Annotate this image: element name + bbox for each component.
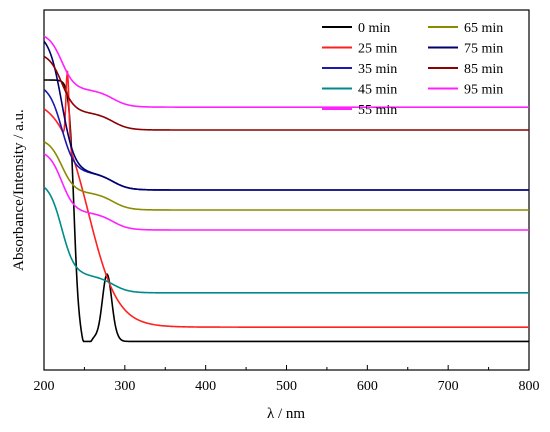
legend: 0 min 25 min 35 min 45 min 55 min 65 min 75 mi… — [322, 21, 503, 118]
legend-label: 35 min — [358, 62, 397, 77]
series-line — [43, 186, 529, 294]
x-axis-label: λ / nm — [267, 406, 305, 422]
legend-label: 75 min — [464, 42, 503, 57]
series-line — [43, 141, 529, 211]
series-line — [43, 153, 529, 231]
legend-label: 85 min — [464, 62, 503, 77]
x-tick-label: 500 — [276, 379, 297, 394]
series-line — [43, 55, 529, 131]
legend-label: 65 min — [464, 21, 503, 36]
x-tick-label: 200 — [34, 379, 55, 394]
legend-label: 55 min — [358, 103, 397, 118]
series-line — [44, 79, 529, 343]
legend-label: 45 min — [358, 83, 397, 98]
x-tick-label: 700 — [438, 379, 459, 394]
series-line — [43, 40, 529, 191]
series-line — [43, 70, 529, 328]
legend-label: 0 min — [358, 21, 390, 36]
legend-label: 95 min — [464, 83, 503, 98]
series-line — [43, 88, 529, 191]
curves-group — [43, 35, 529, 343]
y-axis-label: Absorbance/Intensity / a.u. — [11, 109, 27, 271]
x-tick-label: 800 — [519, 379, 540, 394]
x-tick-label: 400 — [195, 379, 216, 394]
x-axis-ticks: 200 300 400 500 600 700 800 — [34, 365, 540, 394]
x-tick-label: 300 — [114, 379, 135, 394]
x-tick-label: 600 — [357, 379, 378, 394]
series-line — [43, 35, 529, 108]
legend-label: 25 min — [358, 42, 397, 57]
